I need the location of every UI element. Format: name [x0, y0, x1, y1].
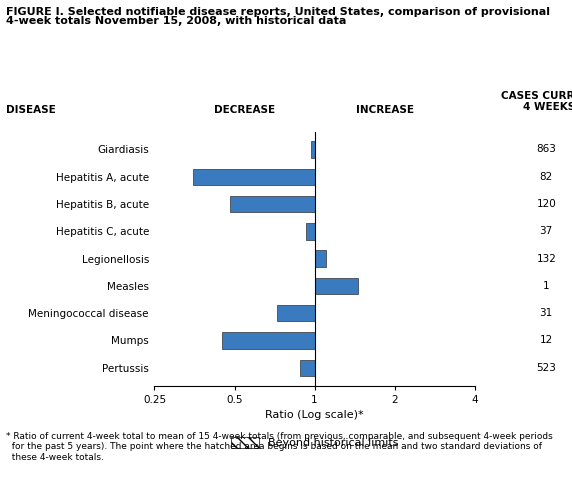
Text: CASES CURRENT
4 WEEKS: CASES CURRENT 4 WEEKS [501, 91, 572, 112]
Bar [306, 223, 315, 240]
Bar [315, 250, 325, 267]
Text: 12: 12 [539, 335, 553, 346]
Text: 31: 31 [539, 308, 553, 318]
Text: 82: 82 [539, 172, 553, 182]
Text: INCREASE: INCREASE [356, 105, 414, 115]
Text: DISEASE: DISEASE [6, 105, 55, 115]
Text: 120: 120 [537, 199, 556, 209]
Text: 37: 37 [539, 226, 553, 236]
Text: 1: 1 [543, 281, 550, 291]
Text: 523: 523 [537, 363, 556, 373]
Bar [311, 142, 315, 158]
Text: 132: 132 [537, 254, 556, 264]
X-axis label: Ratio (Log scale)*: Ratio (Log scale)* [265, 410, 364, 420]
Bar [315, 278, 358, 294]
Legend: Beyond historical limits: Beyond historical limits [231, 437, 398, 448]
Text: * Ratio of current 4-week total to mean of 15 4-week totals (from previous, comp: * Ratio of current 4-week total to mean … [6, 432, 553, 462]
Bar [277, 305, 315, 322]
Text: FIGURE I. Selected notifiable disease reports, United States, comparison of prov: FIGURE I. Selected notifiable disease re… [6, 7, 550, 17]
Bar [193, 168, 315, 185]
Bar [300, 360, 315, 376]
Text: DECREASE: DECREASE [213, 105, 275, 115]
Bar [223, 332, 315, 349]
Text: 4-week totals November 15, 2008, with historical data: 4-week totals November 15, 2008, with hi… [6, 16, 346, 25]
Text: 863: 863 [537, 144, 556, 155]
Bar [230, 196, 315, 212]
